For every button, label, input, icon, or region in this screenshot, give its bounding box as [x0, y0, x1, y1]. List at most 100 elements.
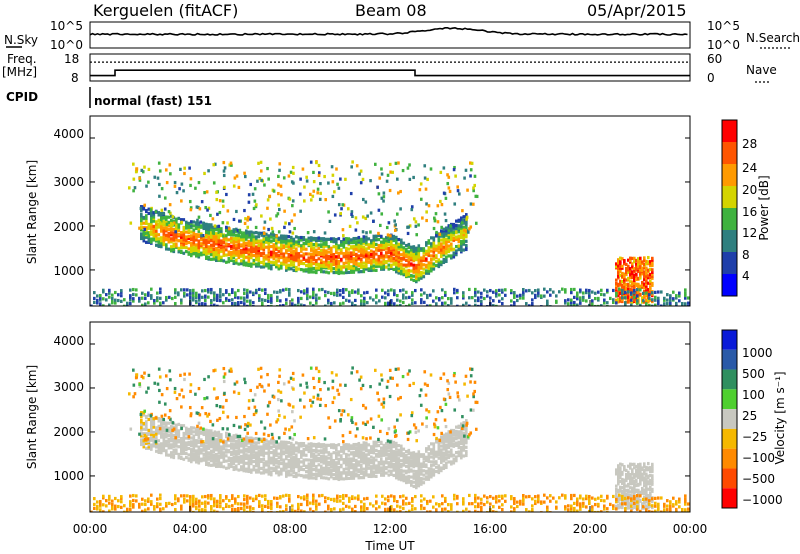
velocity-echo [145, 420, 148, 424]
power-near-range [360, 302, 363, 306]
power-near-range [213, 291, 216, 295]
power-near-range [519, 293, 522, 297]
power-echo [332, 256, 336, 261]
power-sparse [168, 163, 172, 167]
velocity-echo [372, 466, 376, 470]
velocity-echo [205, 433, 208, 437]
velocity-echo [442, 443, 446, 447]
power-near-range [399, 303, 402, 306]
power-near-range [579, 296, 582, 300]
velocity-late-echo [617, 477, 620, 482]
power-echo [190, 242, 193, 246]
power-echo [157, 244, 161, 248]
power-echo [162, 216, 166, 220]
power-echo [195, 243, 198, 247]
power-echo [242, 256, 246, 261]
power-echo [170, 233, 173, 237]
velocity-echo [157, 447, 161, 451]
velocity-echo [202, 441, 206, 446]
velocity-echo [435, 460, 438, 464]
power-echo [170, 245, 173, 249]
velocity-echo [165, 435, 168, 439]
velocity-late-echo [621, 485, 624, 490]
velocity-echo [385, 460, 388, 464]
power-echo [247, 252, 251, 256]
power-near-range [387, 304, 390, 306]
power-sparse [278, 162, 282, 166]
power-echo [445, 226, 448, 230]
velocity-echo [425, 477, 428, 481]
power-near-range [387, 289, 390, 293]
velocity-echo [280, 469, 283, 473]
velocity-echo [410, 462, 413, 466]
velocity-echo [447, 430, 451, 434]
velocity-echo [307, 465, 311, 470]
power-sparse [145, 184, 148, 188]
velocity-echo [435, 469, 438, 474]
power-late-echo [625, 270, 628, 275]
velocity-echo [257, 457, 261, 461]
power-sparse [250, 233, 254, 237]
power-echo [187, 240, 191, 245]
velocity-echo [420, 470, 423, 474]
power-sparse [461, 209, 464, 213]
power-near-range [198, 302, 201, 306]
power-sparse [312, 230, 316, 234]
power-echo [352, 270, 356, 274]
power-late-echo [651, 272, 654, 276]
power-sparse [228, 163, 232, 167]
power-near-range [510, 289, 513, 293]
velocity-echo [305, 447, 308, 452]
power-cb-12: 12 [742, 226, 757, 240]
power-near-range [408, 303, 411, 306]
power-echo [317, 246, 321, 251]
velocity-echo [297, 469, 301, 473]
power-near-range [615, 301, 618, 305]
velocity-echo [257, 459, 261, 463]
velocity-echo [252, 444, 256, 448]
velocity-echo [390, 442, 393, 446]
power-echo [420, 256, 423, 260]
power-sparse [444, 196, 448, 200]
power-near-range [198, 298, 201, 302]
velocity-echo [445, 456, 448, 460]
power-near-range [420, 288, 423, 292]
power-late-echo [619, 260, 622, 264]
velocity-echo [347, 447, 351, 451]
power-sparse [238, 219, 241, 223]
power-sparse [207, 206, 211, 210]
power-late-echo [619, 261, 622, 266]
power-near-range [462, 294, 465, 298]
velocity-echo [425, 455, 428, 459]
power-echo [187, 221, 191, 225]
power-echo [435, 234, 438, 238]
power-late-echo [647, 288, 650, 292]
velocity-echo [327, 466, 331, 471]
power-near-range [99, 296, 102, 300]
power-near-range [486, 294, 489, 298]
velocity-late-echo [619, 505, 622, 509]
power-echo [257, 259, 261, 263]
velocity-echo [447, 453, 451, 457]
power-near-range [597, 304, 600, 306]
power-echo [295, 257, 298, 262]
velocity-echo [157, 417, 161, 421]
power-sparse [171, 222, 174, 226]
velocity-echo [407, 474, 411, 479]
velocity-echo [287, 465, 291, 469]
power-echo [297, 252, 301, 256]
velocity-echo [357, 468, 361, 472]
power-late-echo [629, 256, 632, 260]
power-near-range [480, 302, 483, 306]
power-near-range [597, 290, 600, 294]
power-echo [422, 263, 426, 267]
power-echo [285, 249, 288, 253]
velocity-echo [210, 439, 213, 443]
power-echo [367, 255, 371, 259]
power-late-echo [629, 267, 632, 271]
power-near-range [495, 304, 498, 306]
power-near-range [246, 304, 249, 306]
velocity-echo [250, 436, 253, 440]
power-near-range [117, 298, 120, 303]
power-late-echo [637, 292, 640, 296]
